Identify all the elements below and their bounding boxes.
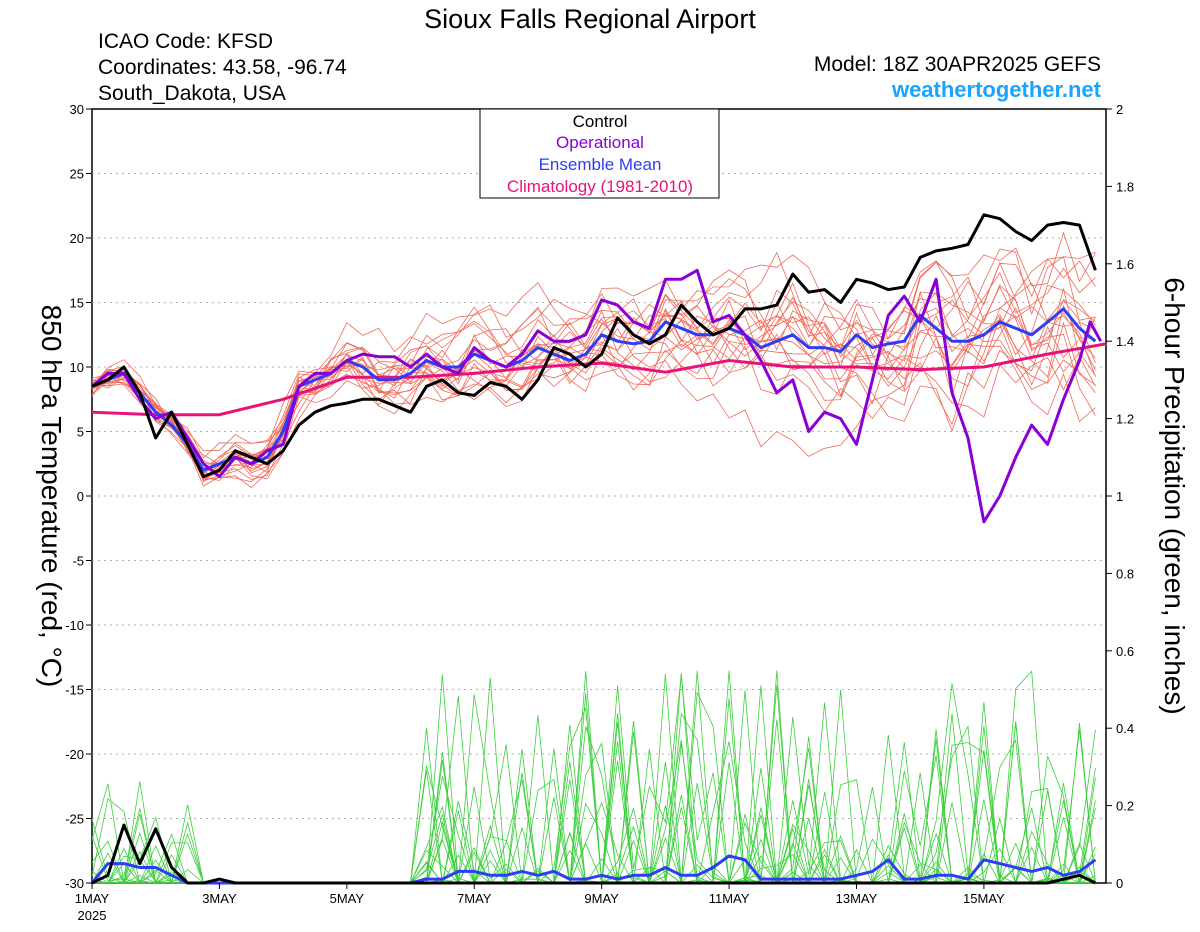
y2-tick-label: 0.6 xyxy=(1116,644,1134,659)
y-tick-label: 25 xyxy=(70,167,84,182)
y2-tick-label: 0.4 xyxy=(1116,721,1134,736)
y-tick-label: 5 xyxy=(77,425,84,440)
temperature-member-line xyxy=(91,258,1096,473)
site-link[interactable]: weathertogether.net xyxy=(891,77,1102,102)
y2-tick-label: 1.6 xyxy=(1116,257,1134,272)
y2-tick-label: 1.8 xyxy=(1116,179,1134,194)
temperature-member-line xyxy=(91,299,1096,489)
axes: 302520151050-5-10-15-20-25-3021.81.61.41… xyxy=(65,102,1134,923)
legend-operational: Operational xyxy=(556,133,644,152)
x-tick-label: 5MAY xyxy=(330,891,365,906)
y-tick-label: -25 xyxy=(65,812,84,827)
chart-title: Sioux Falls Regional Airport xyxy=(424,4,756,34)
region: South_Dakota, USA xyxy=(98,82,286,105)
y-axis-title: 850 hPa Temperature (red, °C) xyxy=(36,305,67,688)
legend-box xyxy=(479,108,720,199)
temperature-member-line xyxy=(91,231,1096,472)
x-tick-label: 15MAY xyxy=(963,891,1005,906)
control-line xyxy=(91,213,1097,479)
temperature-member-line xyxy=(91,310,1096,482)
y2-tick-label: 0.8 xyxy=(1116,566,1134,581)
temperature-member-line xyxy=(91,251,1096,477)
y-tick-label: 20 xyxy=(70,231,84,246)
y2-axis-title: 6-hour Precipitation (green, inches) xyxy=(1159,277,1190,714)
y2-tick-label: 1.4 xyxy=(1116,334,1134,349)
temperature-member-line xyxy=(91,256,1096,473)
main-series xyxy=(90,213,1107,885)
legend-climatology: Climatology (1981-2010) xyxy=(507,177,693,196)
x-tick-label: 1MAY xyxy=(75,891,110,906)
x-tick-label: 13MAY xyxy=(836,891,878,906)
coordinates: Coordinates: 43.58, -96.74 xyxy=(98,56,347,79)
y-tick-label: 10 xyxy=(70,360,84,375)
precip-control-line xyxy=(91,823,1097,885)
y2-tick-label: 1 xyxy=(1116,489,1123,504)
y-tick-label: -15 xyxy=(65,683,84,698)
y2-tick-label: 0 xyxy=(1116,876,1123,891)
x-tick-label: 11MAY xyxy=(709,891,750,906)
grid xyxy=(92,173,1106,819)
y-tick-label: 30 xyxy=(70,102,84,117)
x-tick-label: 3MAY xyxy=(202,891,237,906)
icao-code: ICAO Code: KFSD xyxy=(98,30,273,53)
y-tick-label: -20 xyxy=(65,747,84,762)
y2-tick-label: 1.2 xyxy=(1116,412,1134,427)
precip-member-line xyxy=(91,670,1096,885)
y-tick-label: -30 xyxy=(65,876,84,891)
y2-tick-label: 2 xyxy=(1116,102,1123,117)
legend: Control Operational Ensemble Mean Climat… xyxy=(479,108,720,199)
x-tick-sublabel: 2025 xyxy=(78,908,107,923)
model-run: Model: 18Z 30APR2025 GEFS xyxy=(814,53,1101,76)
climatology-line xyxy=(91,342,1107,417)
operational-line xyxy=(91,268,1103,524)
x-tick-label: 9MAY xyxy=(584,891,619,906)
y-tick-label: 15 xyxy=(70,296,84,311)
y-tick-label: -10 xyxy=(65,618,84,633)
legend-ensemble-mean: Ensemble Mean xyxy=(539,155,662,174)
y-tick-label: 0 xyxy=(77,489,84,504)
y-tick-label: -5 xyxy=(72,554,84,569)
y2-tick-label: 0.2 xyxy=(1116,799,1134,814)
legend-control: Control xyxy=(573,112,628,131)
x-tick-label: 7MAY xyxy=(457,891,492,906)
precip-ensemble-members xyxy=(91,670,1096,885)
